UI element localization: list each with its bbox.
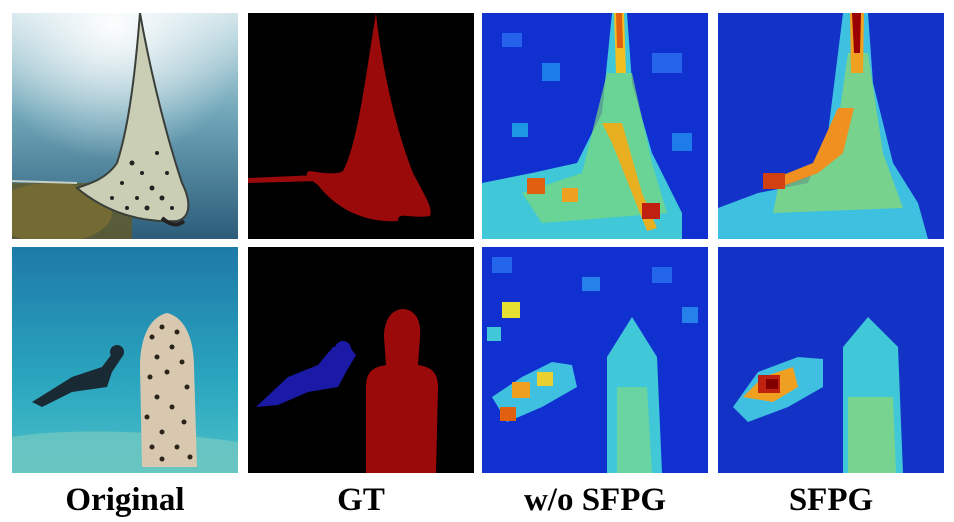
heatmap-sfpg-manta [718, 13, 944, 239]
heatmap-sfpg-diver [718, 247, 944, 473]
original-manta-image [12, 13, 238, 239]
column-label-gt: GT [337, 482, 385, 518]
column-label-wo-sfpg: w/o SFPG [523, 482, 667, 518]
gt-mask-diver [248, 247, 474, 473]
original-diver-image [12, 247, 238, 473]
column-label-original: Original [65, 482, 185, 518]
heatmap-wo-sfpg-diver [482, 247, 708, 473]
gt-mask-manta [248, 13, 474, 239]
column-label-sfpg: SFPG [788, 482, 874, 518]
heatmap-wo-sfpg-manta [482, 13, 708, 239]
